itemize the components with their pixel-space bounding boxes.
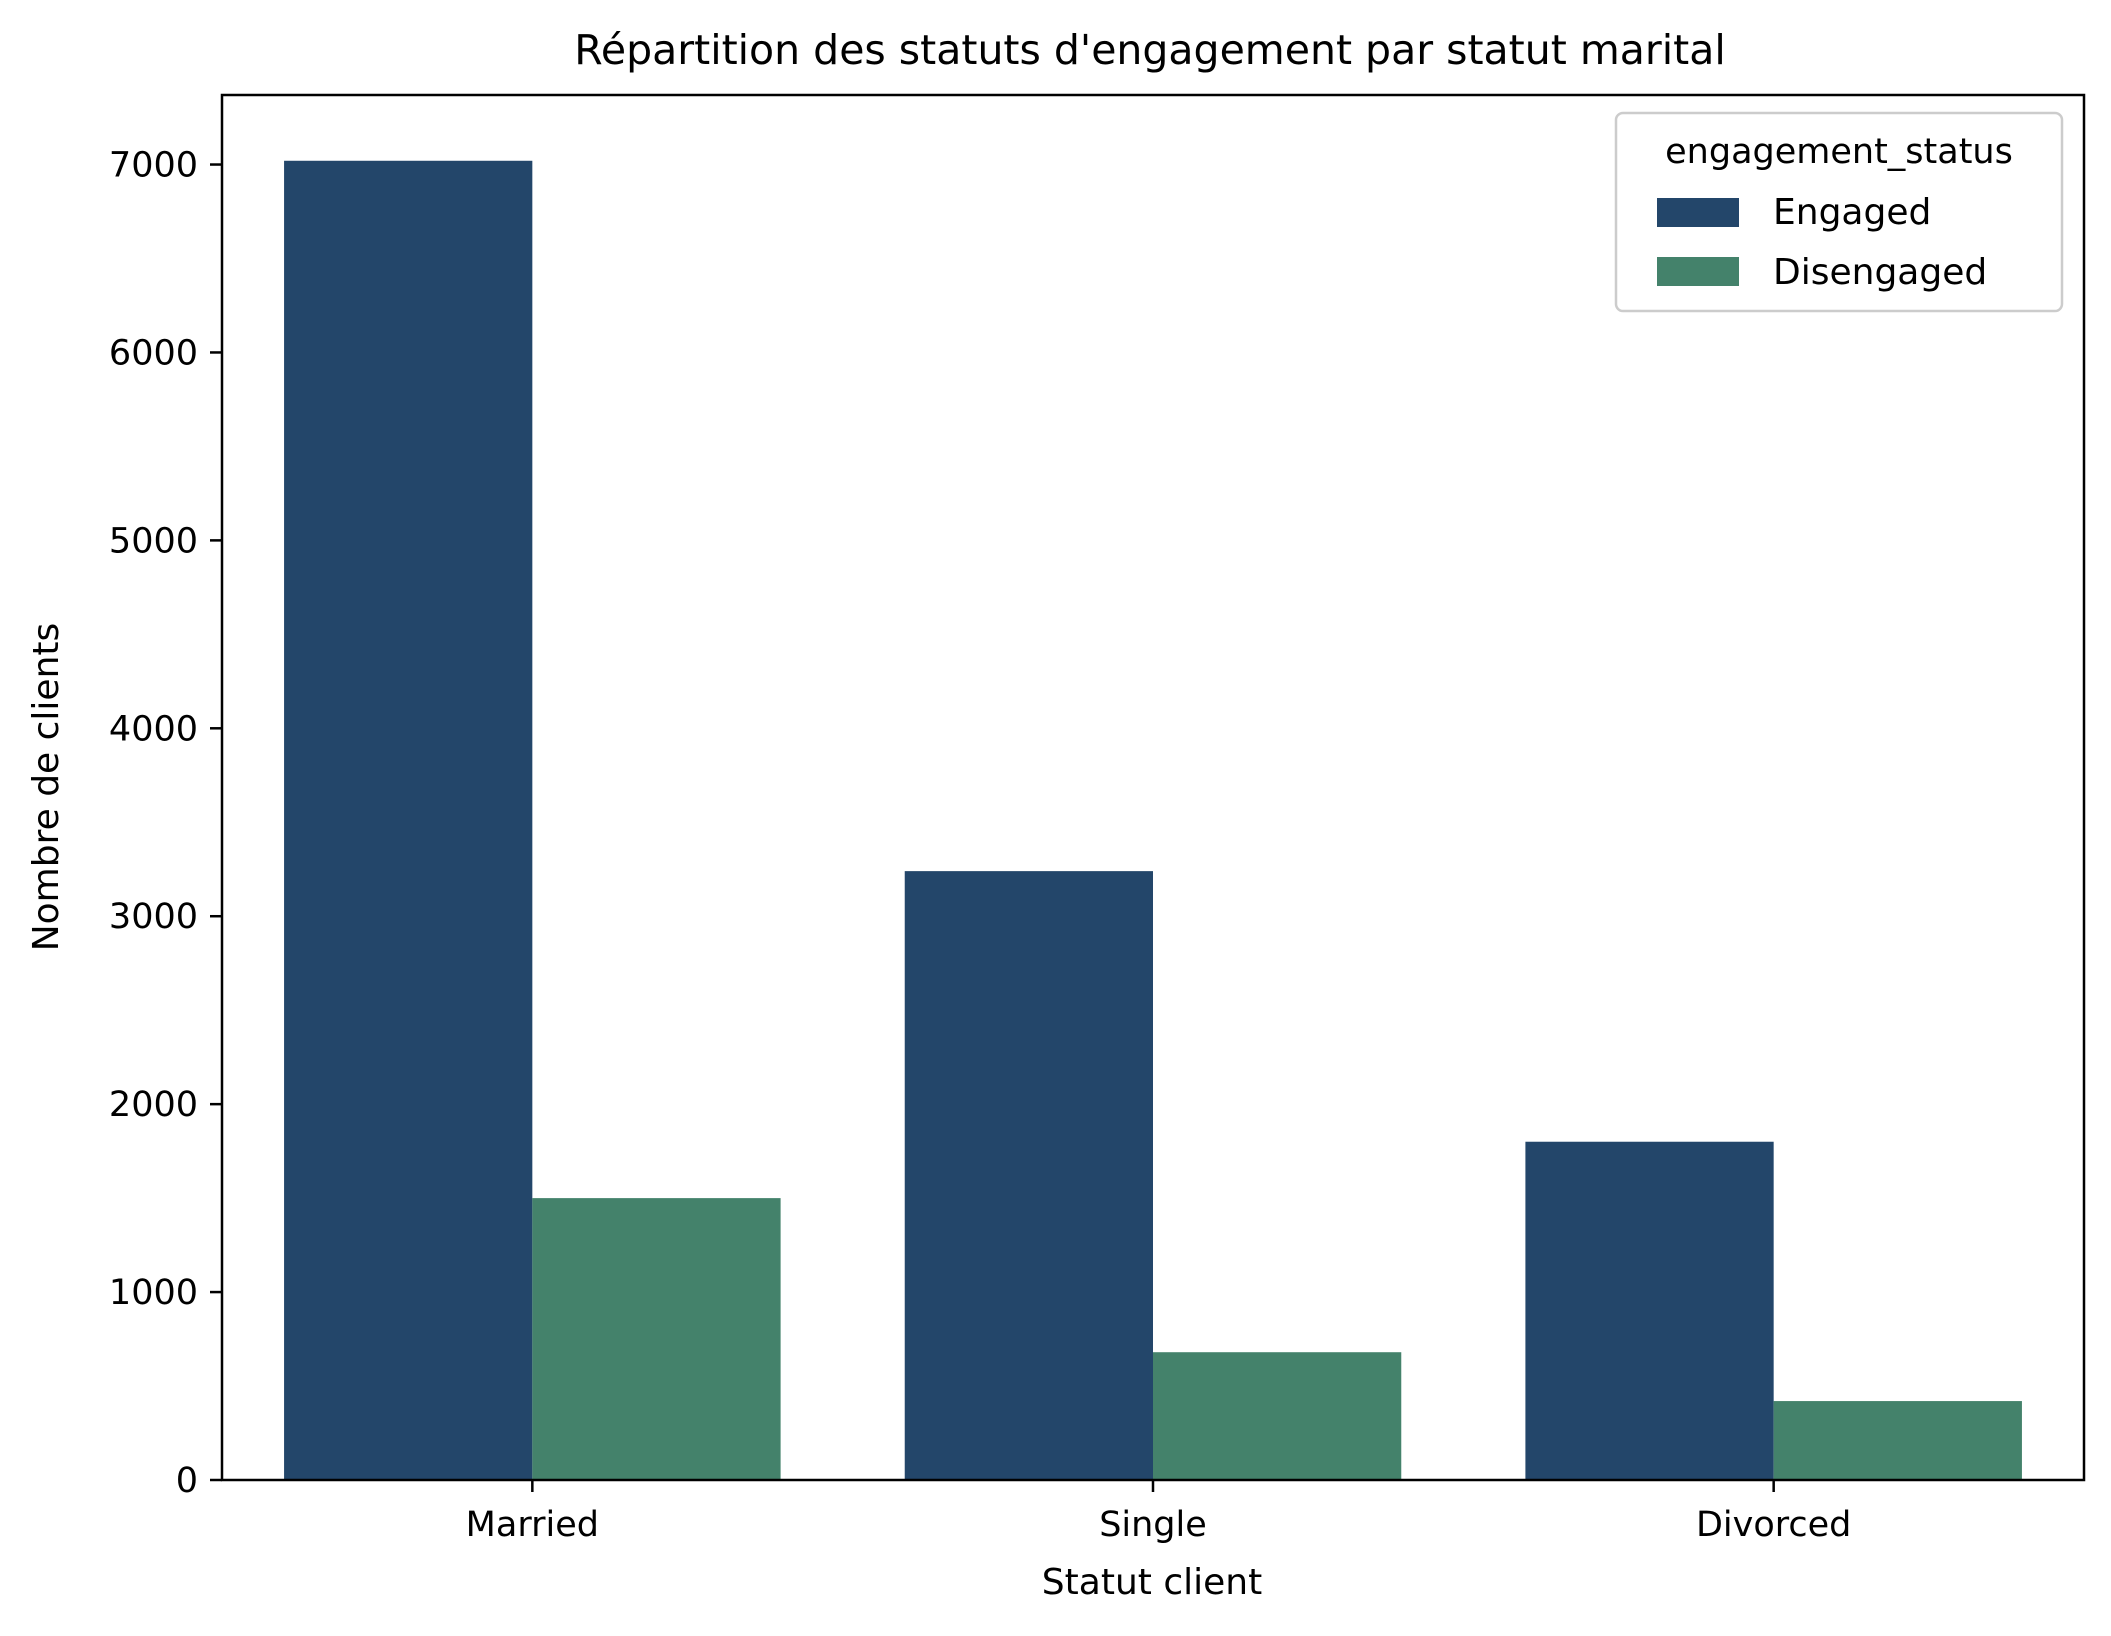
y-tick-label: 6000 (109, 333, 198, 373)
legend-label-disengaged: Disengaged (1773, 252, 1987, 293)
y-axis: 0 1000 2000 3000 4000 5000 6000 7000 (109, 146, 222, 1501)
bar-single-engaged (904, 871, 1153, 1480)
legend: engagement_status Engaged Disengaged (1614, 111, 2064, 313)
legend-title: engagement_status (1665, 132, 2013, 172)
y-tick-label: 0 (176, 1461, 198, 1501)
bar-single-disengaged (1153, 1352, 1402, 1480)
bar-married-engaged (284, 160, 533, 1480)
x-axis-label: Statut client (1042, 1562, 1262, 1603)
y-tick-label: 1000 (109, 1273, 198, 1313)
bar-divorced-disengaged (1773, 1401, 2022, 1480)
x-tick-label-married: Married (466, 1505, 599, 1545)
bar-married-disengaged (532, 1198, 781, 1480)
x-tick-label-single: Single (1099, 1505, 1207, 1545)
x-tick-label-divorced: Divorced (1696, 1505, 1851, 1545)
bars-layer (284, 160, 2022, 1480)
chart-title: Répartition des statuts d'engagement par… (574, 26, 1725, 74)
y-tick-label: 4000 (109, 709, 198, 749)
y-axis-label: Nombre de clients (26, 623, 67, 952)
x-axis: Married Single Divorced (466, 1480, 1851, 1545)
legend-swatch-disengaged (1657, 257, 1739, 286)
y-tick-label: 3000 (109, 897, 198, 937)
legend-label-engaged: Engaged (1773, 192, 1931, 233)
y-tick-label: 7000 (109, 146, 198, 186)
y-tick-label: 2000 (109, 1085, 198, 1125)
plot-frame (220, 93, 2086, 1482)
bar-divorced-engaged (1525, 1141, 1774, 1480)
legend-swatch-engaged (1657, 198, 1739, 227)
y-tick-label: 5000 (109, 521, 198, 561)
